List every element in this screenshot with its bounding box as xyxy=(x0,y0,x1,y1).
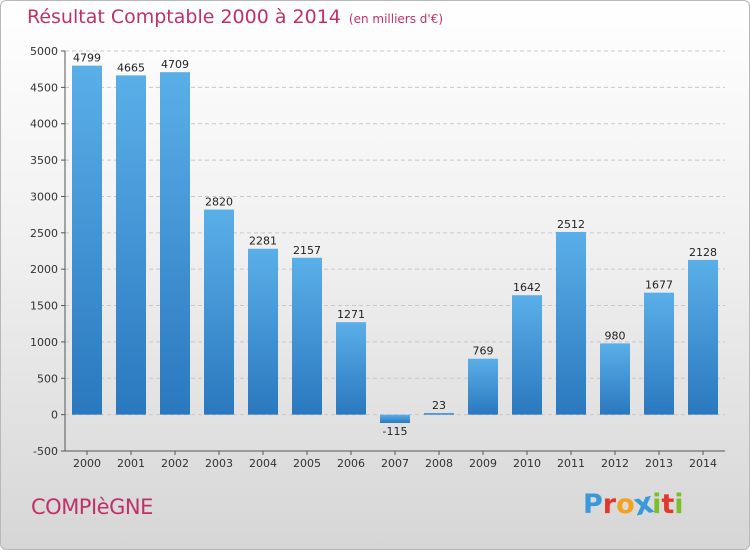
data-label: 2281 xyxy=(249,235,277,248)
bar xyxy=(600,343,630,415)
city-name: COMPIèGNE xyxy=(31,495,153,519)
bar xyxy=(248,248,278,415)
y-tick-label: 2000 xyxy=(30,263,58,276)
x-tick-label: 2008 xyxy=(425,457,453,470)
logo-letter: r xyxy=(602,489,617,520)
bar xyxy=(424,412,454,415)
y-tick-label: 3500 xyxy=(30,154,58,167)
axes: -500 0 500 1000 1500 2000 2500 3000 3500 4000 4500… xyxy=(30,45,725,470)
y-tick-label: 1500 xyxy=(30,300,58,313)
x-tick-label: 2009 xyxy=(469,457,497,470)
x-tick-label: 2010 xyxy=(513,457,541,470)
x-tick-label: 2000 xyxy=(73,457,101,470)
bar xyxy=(292,257,322,415)
x-tick-label: 2013 xyxy=(645,457,673,470)
y-tick-label: 3000 xyxy=(30,190,58,203)
logo-letter: i xyxy=(652,489,662,520)
bar xyxy=(688,259,718,415)
bar xyxy=(204,209,234,415)
proxiti-logo: Proxiti xyxy=(583,486,684,523)
bar xyxy=(556,231,586,415)
data-label: 980 xyxy=(605,329,626,342)
x-tick-label: 2001 xyxy=(117,457,145,470)
chart-title: Résultat Comptable 2000 à 2014 xyxy=(27,6,341,28)
chart-subtitle: (en milliers d'€) xyxy=(348,12,444,26)
bar xyxy=(116,75,146,415)
bar xyxy=(380,414,410,423)
y-tick-label: 4000 xyxy=(30,118,58,131)
y-tick-label: 500 xyxy=(37,372,58,385)
y-tick-label: 0 xyxy=(51,409,58,422)
data-label: -115 xyxy=(383,425,408,438)
data-label: 769 xyxy=(473,345,494,358)
data-labels: 4799 4665 4709 2820 2281 2157 1271 -115 23 769 164… xyxy=(73,52,717,438)
x-tick-label: 2006 xyxy=(337,457,365,470)
x-tick-label: 2014 xyxy=(689,457,717,470)
y-tick-label: 4500 xyxy=(30,81,58,94)
data-label: 1271 xyxy=(337,308,365,321)
data-label: 23 xyxy=(432,399,446,412)
x-tick-label: 2011 xyxy=(557,457,585,470)
data-label: 4665 xyxy=(117,61,145,74)
x-tick-label: 2004 xyxy=(249,457,277,470)
x-tick-label: 2003 xyxy=(205,457,233,470)
bar xyxy=(512,295,542,415)
y-tick-label: 2500 xyxy=(30,227,58,240)
data-label: 1642 xyxy=(513,281,541,294)
bar xyxy=(72,65,102,415)
y-tick-label: -500 xyxy=(33,445,58,458)
data-label: 1677 xyxy=(645,279,673,292)
data-label: 2128 xyxy=(689,246,717,259)
data-label: 2512 xyxy=(557,218,585,231)
bar xyxy=(336,322,366,415)
data-label: 2157 xyxy=(293,244,321,257)
x-tick-label: 2007 xyxy=(381,457,409,470)
data-label: 4799 xyxy=(73,52,101,65)
bar xyxy=(468,358,498,415)
logo-letter: i xyxy=(674,489,684,520)
title-block: Résultat Comptable 2000 à 2014 (en millie… xyxy=(27,6,443,28)
data-label: 4709 xyxy=(161,58,189,71)
logo-letter: t xyxy=(661,489,675,520)
y-tick-label: 1000 xyxy=(30,336,58,349)
bar xyxy=(160,72,190,415)
logo-letter: P xyxy=(583,489,603,520)
bar xyxy=(644,292,674,415)
x-tick-label: 2012 xyxy=(601,457,629,470)
x-tick-label: 2002 xyxy=(161,457,189,470)
data-label: 2820 xyxy=(205,196,233,209)
y-tick-label: 5000 xyxy=(30,45,58,58)
logo-letter: o xyxy=(616,489,635,520)
x-tick-label: 2005 xyxy=(293,457,321,470)
bars xyxy=(72,65,718,423)
